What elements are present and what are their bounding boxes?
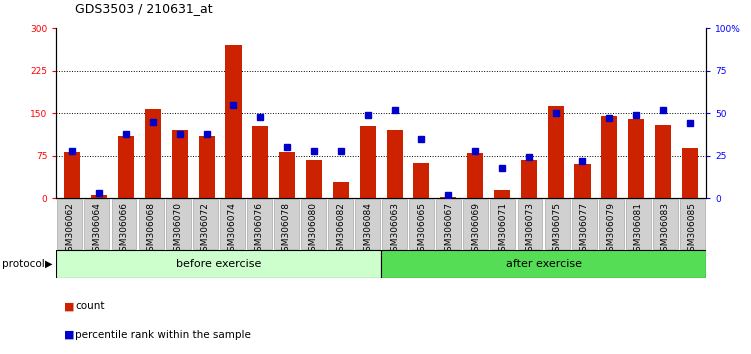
Bar: [381, 250, 706, 278]
Text: GSM306065: GSM306065: [418, 202, 427, 257]
Bar: [572, 199, 596, 249]
Text: before exercise: before exercise: [176, 259, 261, 269]
Bar: [575, 164, 590, 198]
Text: ■: ■: [64, 330, 74, 339]
Text: percentile rank within the sample: percentile rank within the sample: [75, 330, 251, 339]
Text: ■: ■: [64, 301, 74, 311]
Bar: [467, 153, 483, 198]
Text: GSM306085: GSM306085: [688, 202, 697, 257]
Bar: [56, 250, 381, 278]
Bar: [547, 107, 564, 198]
Bar: [252, 126, 268, 198]
Text: GSM306082: GSM306082: [336, 202, 345, 257]
Bar: [112, 199, 137, 249]
Bar: [409, 199, 434, 249]
Text: GSM306073: GSM306073: [526, 202, 535, 257]
Text: GSM306067: GSM306067: [445, 202, 454, 257]
Bar: [225, 45, 242, 198]
Text: protocol: protocol: [2, 259, 45, 269]
Bar: [193, 199, 218, 249]
Bar: [360, 126, 376, 198]
Text: GSM306072: GSM306072: [201, 202, 210, 257]
Text: GSM306075: GSM306075: [553, 202, 562, 257]
Text: ▶: ▶: [45, 259, 53, 269]
Bar: [333, 182, 349, 198]
Text: GSM306083: GSM306083: [661, 202, 670, 257]
Bar: [355, 199, 380, 249]
Bar: [247, 199, 272, 249]
Text: after exercise: after exercise: [505, 259, 581, 269]
Text: GSM306071: GSM306071: [499, 202, 508, 257]
Text: GSM306062: GSM306062: [65, 202, 74, 257]
Bar: [328, 199, 353, 249]
Bar: [599, 199, 623, 249]
Bar: [84, 199, 110, 249]
Bar: [306, 160, 322, 198]
Text: GSM306079: GSM306079: [607, 202, 616, 257]
Bar: [139, 199, 164, 249]
Text: GSM306084: GSM306084: [363, 202, 372, 257]
Text: GSM306063: GSM306063: [391, 202, 400, 257]
Text: GSM306064: GSM306064: [92, 202, 101, 257]
Text: GSM306068: GSM306068: [146, 202, 155, 257]
Bar: [655, 125, 671, 198]
Bar: [490, 199, 515, 249]
Bar: [517, 199, 542, 249]
Text: GSM306070: GSM306070: [173, 202, 182, 257]
Bar: [682, 148, 698, 198]
Bar: [680, 199, 705, 249]
Bar: [279, 152, 295, 198]
Bar: [166, 199, 191, 249]
Text: GSM306076: GSM306076: [255, 202, 264, 257]
Text: GDS3503 / 210631_at: GDS3503 / 210631_at: [75, 2, 213, 15]
Bar: [118, 136, 134, 198]
Bar: [145, 109, 161, 198]
Bar: [628, 119, 644, 198]
Bar: [301, 199, 326, 249]
Bar: [436, 199, 461, 249]
Bar: [413, 162, 430, 198]
Bar: [544, 199, 569, 249]
Bar: [463, 199, 488, 249]
Bar: [602, 116, 617, 198]
Bar: [91, 195, 107, 198]
Text: GSM306080: GSM306080: [309, 202, 318, 257]
Text: GSM306078: GSM306078: [282, 202, 291, 257]
Bar: [382, 199, 407, 249]
Bar: [274, 199, 299, 249]
Text: GSM306077: GSM306077: [580, 202, 589, 257]
Text: GSM306081: GSM306081: [634, 202, 643, 257]
Bar: [626, 199, 650, 249]
Text: count: count: [75, 301, 104, 311]
Bar: [65, 152, 80, 198]
Bar: [520, 160, 537, 198]
Text: GSM306074: GSM306074: [228, 202, 237, 257]
Bar: [198, 136, 215, 198]
Text: GSM306069: GSM306069: [472, 202, 481, 257]
Text: GSM306066: GSM306066: [119, 202, 128, 257]
Bar: [220, 199, 245, 249]
Bar: [653, 199, 678, 249]
Bar: [57, 199, 83, 249]
Bar: [172, 130, 188, 198]
Bar: [440, 196, 457, 198]
Bar: [387, 130, 403, 198]
Bar: [494, 190, 510, 198]
